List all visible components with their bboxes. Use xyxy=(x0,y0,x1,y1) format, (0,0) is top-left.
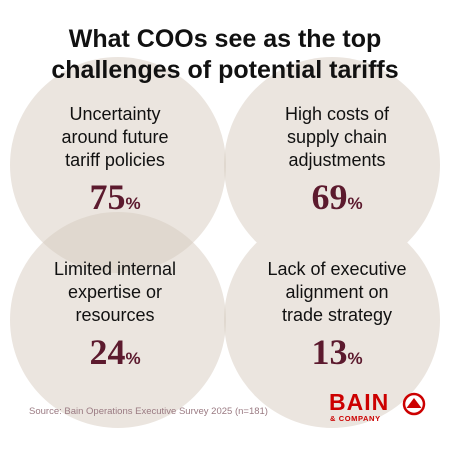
stat-value: 24% xyxy=(10,333,220,378)
stat-label-line: Uncertainty xyxy=(69,104,161,124)
stat-unit: % xyxy=(125,349,141,368)
circle-bottom-left xyxy=(10,212,226,428)
stat-value: 75% xyxy=(10,178,220,223)
stat-value: 13% xyxy=(232,333,442,378)
stat-label-line: Lack of executive xyxy=(267,259,407,279)
stat-number: 24 xyxy=(89,332,126,372)
stat-label-line: High costs of xyxy=(284,104,390,124)
bain-logo: BAIN & COMPANY xyxy=(329,390,429,430)
circle-top-left xyxy=(10,57,226,273)
stat-label-line: alignment on xyxy=(285,282,389,302)
stat-label: High costs of supply chain adjustments xyxy=(232,103,442,172)
compass-icon xyxy=(402,392,426,416)
logo-subtext: & COMPANY xyxy=(330,414,381,423)
circle-top-right xyxy=(224,57,440,273)
stat-label-line: expertise or xyxy=(67,282,163,302)
stat-label: Limited internal expertise or resources xyxy=(10,258,220,327)
stat-alignment: Lack of executive alignment on trade str… xyxy=(232,258,442,378)
stat-label-line: supply chain xyxy=(286,127,388,147)
stat-uncertainty: Uncertainty around future tariff policie… xyxy=(10,103,220,223)
stat-label-line: resources xyxy=(75,305,155,325)
circle-bottom-right xyxy=(224,212,440,428)
stat-unit: % xyxy=(347,194,363,213)
stat-label-line: trade strategy xyxy=(281,305,393,325)
stat-value: 69% xyxy=(232,178,442,223)
stat-costs: High costs of supply chain adjustments 6… xyxy=(232,103,442,223)
stat-label-line: around future xyxy=(61,127,169,147)
stat-number: 69 xyxy=(311,177,348,217)
title-line-2: challenges of potential tariffs xyxy=(51,56,399,84)
stat-label-line: Limited internal xyxy=(53,259,177,279)
logo-wordmark: BAIN xyxy=(329,389,390,415)
stat-number: 75 xyxy=(89,177,126,217)
stat-label: Uncertainty around future tariff policie… xyxy=(10,103,220,172)
stat-unit: % xyxy=(125,194,141,213)
stat-label: Lack of executive alignment on trade str… xyxy=(232,258,442,327)
title-line-1: What COOs see as the top xyxy=(68,25,382,53)
stat-number: 13 xyxy=(311,332,348,372)
page-title: What COOs see as the top challenges of p… xyxy=(0,24,450,86)
source-note: Source: Bain Operations Executive Survey… xyxy=(29,406,268,417)
stat-label-line: tariff policies xyxy=(65,150,165,170)
stat-unit: % xyxy=(347,349,363,368)
stat-expertise: Limited internal expertise or resources … xyxy=(10,258,220,378)
stat-label-line: adjustments xyxy=(288,150,386,170)
